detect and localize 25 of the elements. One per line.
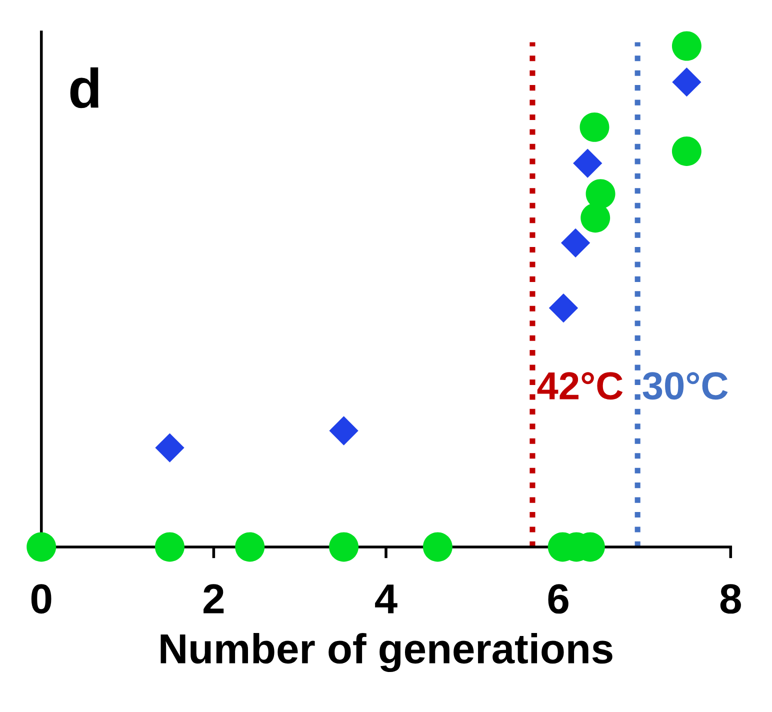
point	[155, 532, 184, 562]
annotation: d	[70, 67, 98, 108]
x-tick-label: 4	[375, 584, 398, 614]
point	[586, 179, 616, 209]
x-tick-label: 6	[548, 584, 568, 614]
point	[580, 112, 610, 142]
point	[329, 532, 359, 562]
point	[235, 532, 265, 562]
point	[329, 416, 358, 446]
point	[672, 136, 702, 166]
ref-line-label: 42°C	[537, 372, 623, 400]
x-axis-title: Number of generations	[160, 633, 612, 672]
x-tick-label: 8	[720, 584, 741, 614]
point	[26, 532, 56, 562]
x-tick-label: 0	[31, 584, 52, 614]
point	[580, 203, 610, 233]
point	[672, 68, 702, 97]
point	[573, 148, 602, 178]
ref-line-label: 30°C	[642, 372, 728, 400]
point	[560, 228, 590, 258]
point	[155, 433, 184, 462]
x-tick-label: 2	[204, 584, 224, 614]
point	[422, 532, 452, 562]
point	[548, 293, 578, 323]
point	[672, 31, 702, 61]
